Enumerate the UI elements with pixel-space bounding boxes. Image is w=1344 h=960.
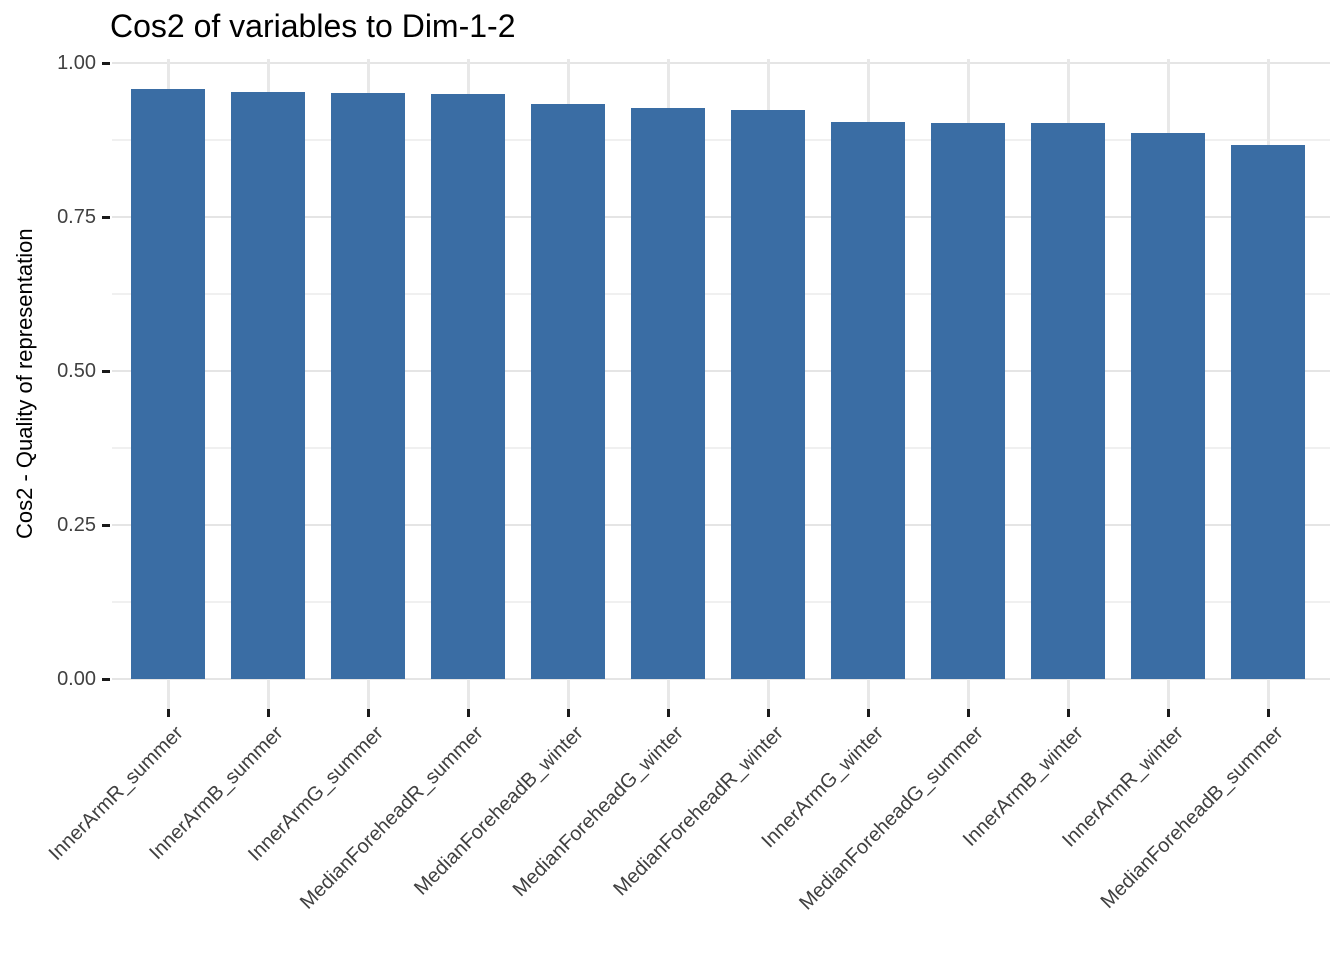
- gridline-horizontal-minor: [112, 447, 1330, 449]
- x-axis-tick: [367, 709, 370, 717]
- y-tick-label: 0.75: [57, 206, 96, 228]
- y-tick-label: 0.50: [57, 360, 96, 382]
- x-axis-tick: [867, 709, 870, 717]
- y-axis-tick: [102, 524, 110, 527]
- x-axis-tick: [1267, 709, 1270, 717]
- y-axis-tick: [102, 678, 110, 681]
- x-axis-tick: [467, 709, 470, 717]
- x-axis-tick: [1067, 709, 1070, 717]
- bar: [731, 110, 805, 679]
- y-axis-title: Cos2 - Quality of representation: [12, 228, 37, 540]
- x-tick-label: MedianForeheadB_winter: [410, 722, 588, 900]
- bar: [1231, 145, 1305, 679]
- y-tick-label: 0.00: [57, 668, 96, 690]
- gridline-horizontal-minor: [112, 601, 1330, 603]
- gridline-horizontal-major: [112, 678, 1330, 680]
- gridline-horizontal-major: [112, 216, 1330, 218]
- x-axis-tick: [167, 709, 170, 717]
- gridline-horizontal-minor: [112, 139, 1330, 141]
- bar: [1031, 123, 1105, 679]
- x-axis-tick: [767, 709, 770, 717]
- bar: [531, 104, 605, 679]
- gridline-horizontal-major: [112, 370, 1330, 372]
- chart-title: Cos2 of variables to Dim-1-2: [110, 8, 516, 44]
- x-tick-label: MedianForeheadG_summer: [795, 722, 988, 915]
- y-axis-tick: [102, 216, 110, 219]
- y-tick-label: 0.25: [57, 514, 96, 536]
- x-tick-label: MedianForeheadR_summer: [295, 722, 488, 914]
- x-tick-label: MedianForeheadB_summer: [1096, 722, 1288, 913]
- gridline-horizontal-minor: [112, 293, 1330, 295]
- bar: [331, 93, 405, 679]
- bar: [131, 89, 205, 679]
- gridline-horizontal-major: [112, 62, 1330, 64]
- x-axis-tick: [1167, 709, 1170, 717]
- y-tick-label: 1.00: [57, 52, 96, 74]
- bar: [1131, 133, 1205, 679]
- y-axis-tick: [102, 370, 110, 373]
- bar: [631, 108, 705, 679]
- x-axis-tick: [967, 709, 970, 717]
- x-tick-label: MedianForeheadR_winter: [609, 722, 788, 901]
- bar: [431, 94, 505, 679]
- x-tick-label: MedianForeheadG_winter: [508, 722, 688, 902]
- x-axis-tick: [267, 709, 270, 717]
- bar: [231, 92, 305, 679]
- bar: [931, 123, 1005, 679]
- x-axis-tick: [667, 709, 670, 717]
- y-axis-tick: [102, 62, 110, 65]
- gridline-horizontal-major: [112, 524, 1330, 526]
- plot-panel: [112, 59, 1330, 709]
- bar: [831, 122, 905, 679]
- x-axis-tick: [567, 709, 570, 717]
